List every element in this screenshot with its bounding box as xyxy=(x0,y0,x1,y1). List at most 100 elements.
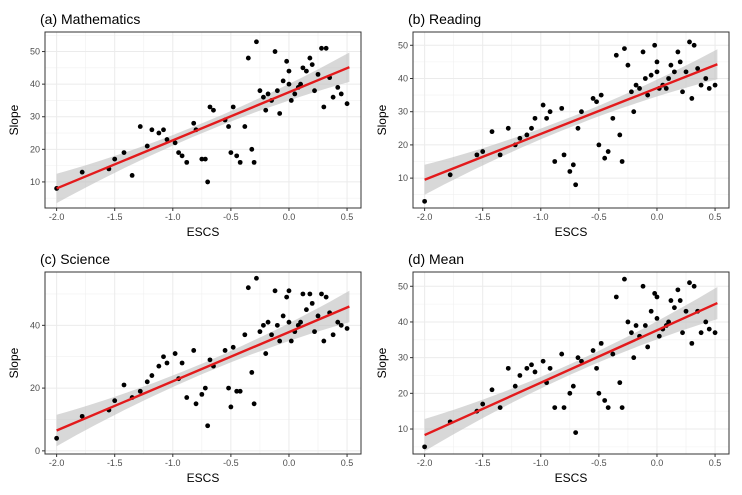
math-data-point xyxy=(211,107,216,113)
reading-data-point xyxy=(675,49,681,55)
reading-data-point xyxy=(691,42,697,48)
science-data-point xyxy=(330,332,336,338)
mean-data-point xyxy=(610,351,616,357)
reading-data-point xyxy=(680,89,685,95)
science-data-point xyxy=(300,291,306,297)
mean-data-point xyxy=(668,298,674,303)
science-data-point xyxy=(319,291,324,297)
science-data-point xyxy=(237,388,243,394)
mean-panel-border xyxy=(412,271,730,455)
mean-data-point xyxy=(666,319,671,325)
math-panel-border xyxy=(44,31,362,209)
science-data-point xyxy=(179,360,185,366)
mean-data-point xyxy=(698,330,704,336)
reading-data-point xyxy=(422,198,428,204)
math-data-point xyxy=(226,124,231,129)
mean-data-point xyxy=(677,298,683,303)
mean-data-point xyxy=(480,401,486,407)
mean-data-point xyxy=(596,390,602,396)
reading-data-point xyxy=(547,109,553,115)
reading-data-point xyxy=(666,76,671,81)
mean-data-point xyxy=(622,276,627,282)
reading-data-point xyxy=(594,99,599,105)
reading-y-axis-title: Slope xyxy=(375,104,389,135)
science-data-point xyxy=(261,322,266,328)
reading-data-point xyxy=(654,59,660,65)
math-data-point xyxy=(79,169,85,175)
mean-data-point xyxy=(540,358,546,364)
science-x-tick-label: -0.5 xyxy=(223,458,239,468)
mean-x-tick-label: -2.0 xyxy=(417,458,433,468)
mean-data-point xyxy=(517,373,523,378)
math-data-point xyxy=(184,159,190,165)
reading-data-point xyxy=(663,86,669,91)
science-data-point xyxy=(263,351,269,356)
reading-fit-line xyxy=(424,63,718,181)
mean-data-point xyxy=(656,333,662,339)
reading-data-point xyxy=(544,115,550,121)
reading-data-point xyxy=(687,39,692,45)
science-data-point xyxy=(272,288,278,294)
mean-data-point xyxy=(602,398,608,403)
reading-y-tick-label: 50 xyxy=(398,40,408,50)
mean-data-point xyxy=(712,330,718,336)
mean-data-point xyxy=(552,405,558,411)
science-y-tick-label: 40 xyxy=(30,320,40,330)
reading-data-point xyxy=(602,155,608,161)
mean-data-point xyxy=(687,280,692,286)
mean-data-point xyxy=(645,344,651,350)
reading-x-tick-label: -1.0 xyxy=(533,212,549,222)
mean-x-tick-label: 0.5 xyxy=(709,458,722,468)
mean-data-point xyxy=(497,405,503,411)
reading-data-point xyxy=(633,82,639,88)
science-data-point xyxy=(245,285,251,291)
reading-data-point xyxy=(654,69,660,75)
science-x-tick-label: -2.0 xyxy=(49,458,65,468)
reading-data-point xyxy=(489,129,495,135)
math-data-point xyxy=(234,153,240,159)
math-x-tick-label: -2.0 xyxy=(49,212,65,222)
math-fit-line xyxy=(56,66,350,190)
science-data-point xyxy=(205,423,211,429)
math-data-point xyxy=(121,150,127,155)
reading-data-point xyxy=(598,92,604,98)
math-data-point xyxy=(199,156,205,162)
science-data-point xyxy=(307,291,313,297)
science-x-tick-label: 0.5 xyxy=(341,458,354,468)
mean-data-point xyxy=(594,365,599,371)
math-data-point xyxy=(245,55,251,61)
reading-data-point xyxy=(622,46,627,52)
math-x-tick-label: 0.0 xyxy=(283,212,296,222)
mean-data-point xyxy=(567,390,573,396)
reading-data-point xyxy=(610,115,616,121)
math-data-point xyxy=(300,65,306,71)
math-x-axis-title: ESCS xyxy=(187,225,220,239)
math-y-tick-label: 20 xyxy=(30,144,40,154)
science-data-point xyxy=(286,288,292,294)
reading-data-point xyxy=(505,125,511,131)
science-data-point xyxy=(323,294,329,300)
science-data-point xyxy=(193,401,199,407)
mean-data-point xyxy=(613,294,619,300)
reading-data-point xyxy=(447,172,453,178)
math-data-point xyxy=(172,140,178,146)
mean-fit-line xyxy=(424,301,718,437)
mean-x-tick-label: -1.0 xyxy=(533,458,549,468)
science-y-tick-label: 20 xyxy=(30,383,40,393)
reading-data-point xyxy=(570,162,576,168)
math-panel: -2.0 -1.5 -1.0 -0.5 0.0 0.5 10 20 30 40 50 (a) Math… xyxy=(7,11,362,239)
reading-x-tick-label: 0.5 xyxy=(709,212,722,222)
mean-data-point xyxy=(575,355,581,361)
reading-y-tick-label: 40 xyxy=(398,73,408,83)
math-data-point xyxy=(280,78,286,84)
reading-y-tick-label: 20 xyxy=(398,140,408,150)
science-data-point xyxy=(156,363,162,369)
reading-data-point xyxy=(532,115,538,121)
mean-data-point xyxy=(629,330,634,336)
science-panel-border xyxy=(44,271,362,455)
mean-data-point xyxy=(619,405,625,411)
reading-data-point xyxy=(480,149,486,154)
reading-data-point xyxy=(671,69,677,75)
mean-data-point xyxy=(652,291,658,296)
mean-data-point xyxy=(617,380,623,386)
